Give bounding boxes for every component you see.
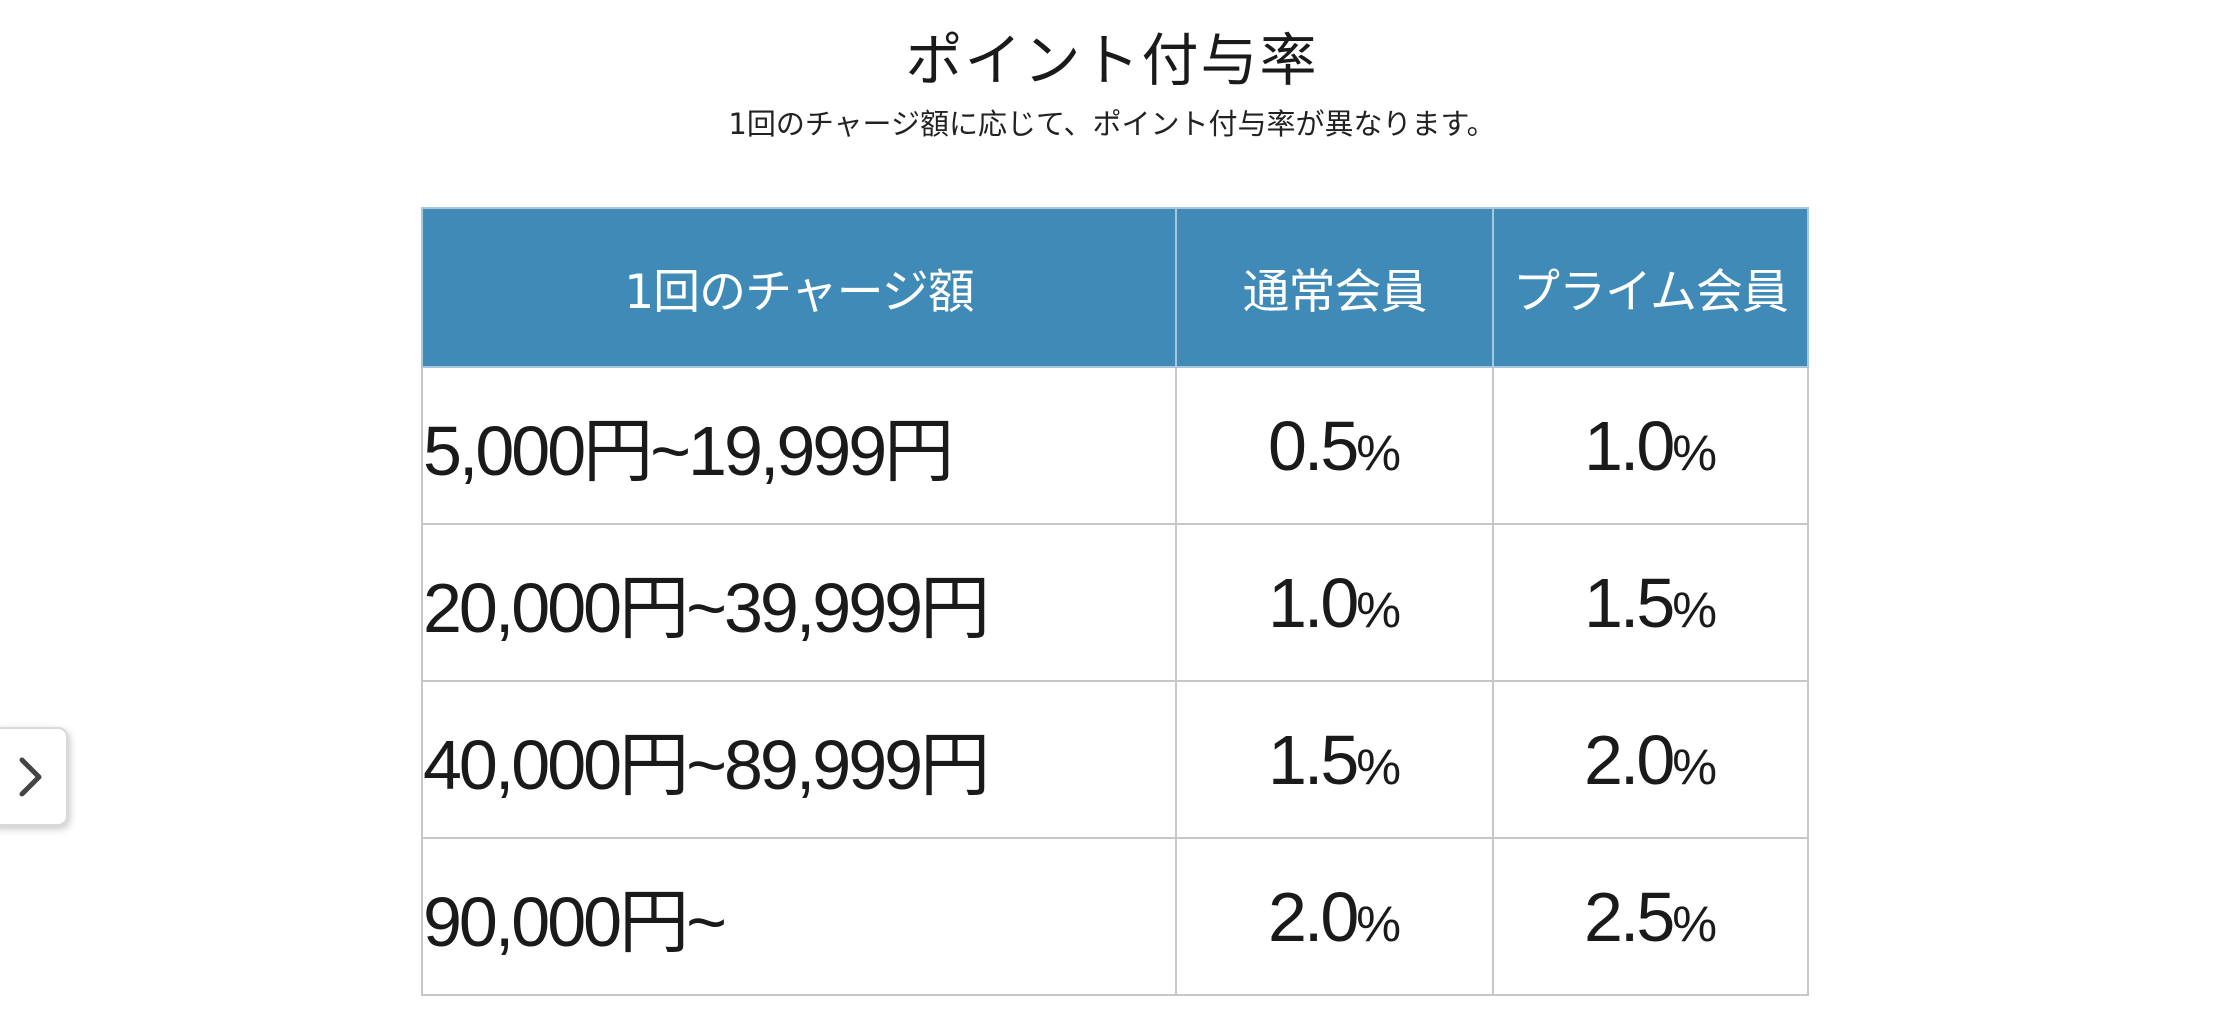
rate-value: 2.0 [1583,720,1675,799]
chevron-right-icon [19,757,42,796]
prime-rate-cell: 1.5% [1492,523,1809,682]
prime-rate-cell: 2.0% [1492,680,1809,839]
page-subtitle: 1回のチャージ額に応じて、ポイント付与率が異なります。 [728,107,1496,141]
percent-unit: % [1672,894,1718,952]
normal-rate-cell: 1.0% [1175,523,1494,682]
charge-amount-cell: 40,000円~89,999円 [421,680,1177,839]
rate-value: 1.0 [1267,563,1359,642]
rate-value: 0.5 [1267,406,1359,485]
prime-rate-cell: 1.0% [1492,366,1809,525]
table-row: 5,000円~19,999円 0.5% 1.0% [421,366,1809,525]
rate-value: 2.0 [1267,877,1359,956]
rate-value: 1.5 [1583,563,1675,642]
percent-unit: % [1672,423,1718,481]
table-row: 40,000円~89,999円 1.5% 2.0% [421,680,1809,839]
percent-unit: % [1356,423,1402,481]
side-panel-toggle-button[interactable] [0,727,68,826]
table-row: 20,000円~39,999円 1.0% 1.5% [421,523,1809,682]
percent-unit: % [1672,737,1718,795]
page-title: ポイント付与率 [905,28,1319,94]
column-header-normal-member: 通常会員 [1175,207,1494,368]
normal-rate-cell: 0.5% [1175,366,1494,525]
percent-unit: % [1356,580,1402,638]
percent-unit: % [1356,737,1402,795]
charge-amount-cell: 20,000円~39,999円 [421,523,1177,682]
rate-value: 2.5 [1583,877,1675,956]
table-header-row: 1回のチャージ額 通常会員 プライム会員 [421,207,1809,368]
prime-rate-cell: 2.5% [1492,837,1809,996]
rate-value: 1.0 [1583,406,1675,485]
charge-amount-cell: 90,000円~ [421,837,1177,996]
rate-value: 1.5 [1267,720,1359,799]
percent-unit: % [1672,580,1718,638]
table-row: 90,000円~ 2.0% 2.5% [421,837,1809,996]
normal-rate-cell: 1.5% [1175,680,1494,839]
column-header-charge-amount: 1回のチャージ額 [421,207,1177,368]
normal-rate-cell: 2.0% [1175,837,1494,996]
column-header-prime-member: プライム会員 [1492,207,1809,368]
percent-unit: % [1356,894,1402,952]
charge-amount-cell: 5,000円~19,999円 [421,366,1177,525]
point-rate-table: 1回のチャージ額 通常会員 プライム会員 5,000円~19,999円 0.5%… [421,207,1809,996]
